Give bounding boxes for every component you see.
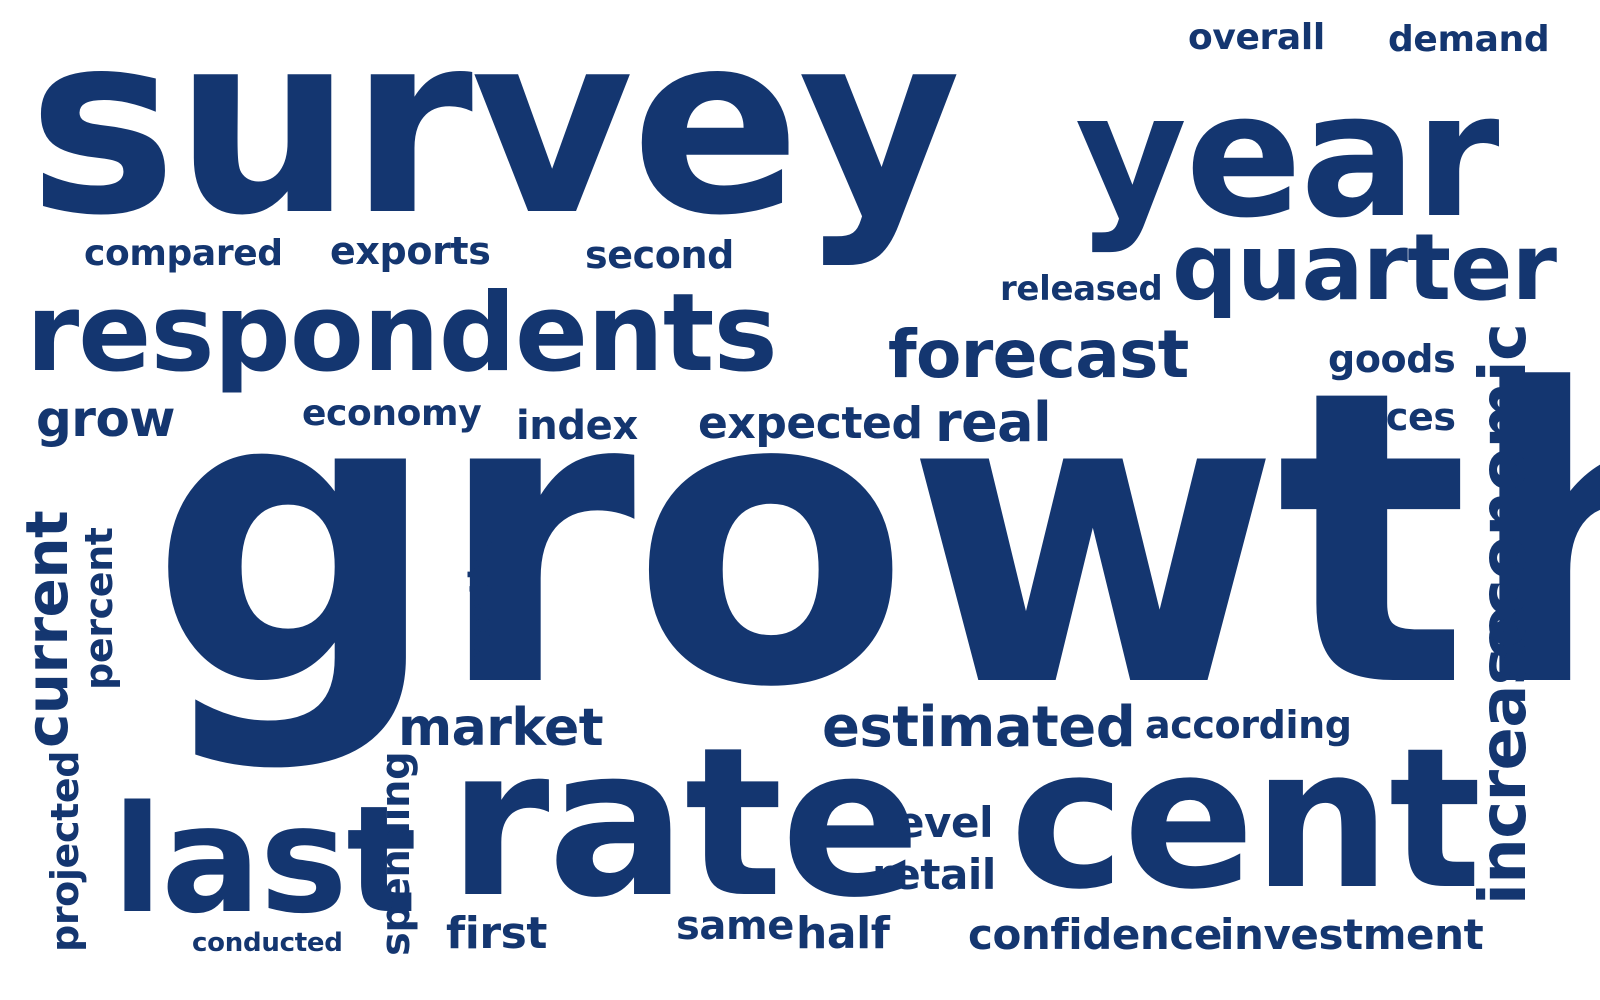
word-released: released xyxy=(1000,269,1163,309)
word-same: same xyxy=(676,903,795,949)
word-grow: grow xyxy=(36,390,176,448)
word-survey: survey xyxy=(28,0,961,270)
word-confidence: confidence xyxy=(968,910,1222,959)
word-level: level xyxy=(882,798,994,847)
word-exports: exports xyxy=(330,229,491,273)
word-first: first xyxy=(446,908,547,959)
word-forecast: forecast xyxy=(888,316,1189,393)
word-compared: compared xyxy=(84,233,283,274)
word-months: months xyxy=(462,538,500,672)
word-rate: rate xyxy=(448,703,921,943)
word-second: second xyxy=(585,233,734,277)
word-quarter: quarter xyxy=(1172,214,1557,321)
word-increase: increase xyxy=(1467,605,1541,905)
word-half: half xyxy=(796,908,890,959)
word-respondents: respondents xyxy=(26,271,778,396)
word-real: real xyxy=(935,391,1052,454)
word-expected: expected xyxy=(698,398,923,449)
word-cent: cent xyxy=(1010,706,1482,932)
word-projected: projected xyxy=(43,750,87,952)
word-according: according xyxy=(1145,703,1352,747)
word-investment: investment xyxy=(1220,910,1484,959)
word-demand: demand xyxy=(1388,19,1550,60)
word-year: year xyxy=(1075,55,1500,256)
word-conducted: conducted xyxy=(192,928,343,958)
word-overall: overall xyxy=(1188,17,1325,58)
word-retail: retail xyxy=(872,850,996,899)
word-current: current xyxy=(13,510,81,748)
word-goods: goods xyxy=(1328,337,1456,381)
word-index: index xyxy=(516,403,638,449)
word-estimated: estimated xyxy=(822,695,1136,760)
word-growth: growth xyxy=(150,304,1600,776)
word-prices: prices xyxy=(1328,395,1456,439)
word-spending: spending xyxy=(373,751,419,956)
word-percent: percent xyxy=(77,527,121,690)
word-last: last xyxy=(112,774,417,946)
word-economy: economy xyxy=(302,393,482,434)
word-market: market xyxy=(398,698,604,758)
